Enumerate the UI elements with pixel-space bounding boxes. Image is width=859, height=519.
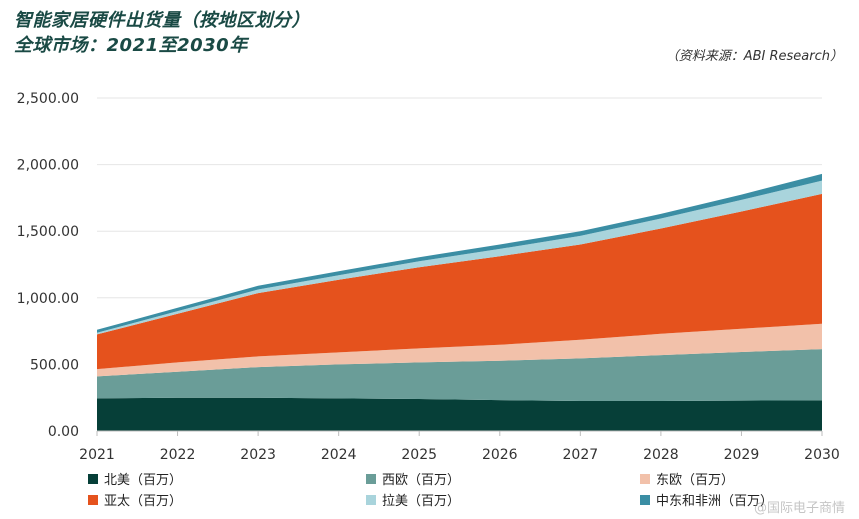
area-series-1 xyxy=(97,349,822,401)
chart-subtitle: 全球市场：2021至2030年 xyxy=(14,35,248,56)
area-series-2 xyxy=(97,323,822,377)
area-series-0 xyxy=(97,397,822,431)
source-note: （资料来源：ABI Research） xyxy=(665,49,843,64)
y-tick-label: 0.00 xyxy=(48,424,79,440)
y-tick-label: 2,000.00 xyxy=(17,158,79,174)
x-tick-label: 2030 xyxy=(804,447,840,463)
legend-label: 中东和非洲（百万） xyxy=(656,494,774,509)
legend-label: 拉美（百万） xyxy=(382,494,461,509)
chart-title: 智能家居硬件出货量（按地区划分） xyxy=(14,10,310,31)
legend-swatch xyxy=(640,494,650,505)
x-tick-label: 2022 xyxy=(160,447,196,463)
legend-item: 东欧（百万） xyxy=(640,469,734,488)
x-tick-label: 2021 xyxy=(79,447,115,463)
legend-swatch xyxy=(88,473,98,484)
x-tick-label: 2029 xyxy=(724,447,760,463)
legend-item: 西欧（百万） xyxy=(366,469,460,488)
x-tick-label: 2024 xyxy=(321,447,357,463)
legend-item: 北美（百万） xyxy=(88,469,182,488)
x-tick-label: 2025 xyxy=(401,447,437,463)
x-tick-label: 2027 xyxy=(563,447,599,463)
y-tick-label: 1,500.00 xyxy=(17,224,79,240)
area-series-5 xyxy=(97,173,822,333)
y-tick-label: 2,500.00 xyxy=(17,91,79,107)
watermark: @国际电子商情 xyxy=(753,501,845,516)
area-series xyxy=(97,173,822,431)
legend-swatch xyxy=(366,473,376,484)
legend-swatch xyxy=(640,473,650,484)
legend-item: 亚太（百万） xyxy=(88,490,182,509)
x-tick-label: 2026 xyxy=(482,447,518,463)
area-series-4 xyxy=(97,180,822,335)
legend-swatch xyxy=(88,494,98,505)
x-tick-label: 2028 xyxy=(643,447,679,463)
legend-label: 东欧（百万） xyxy=(656,473,735,488)
legend-item: 拉美（百万） xyxy=(366,490,460,509)
legend-label: 北美（百万） xyxy=(104,473,183,488)
legend-label: 亚太（百万） xyxy=(104,494,183,509)
legend-swatch xyxy=(366,494,376,505)
legend-item: 中东和非洲（百万） xyxy=(640,490,773,509)
axes: 0.00 500.00 1,000.00 1,500.00 2,000.00 2,500.… xyxy=(17,91,840,463)
x-tick-label: 2023 xyxy=(240,447,276,463)
area-series-3 xyxy=(97,193,822,370)
legend-label: 西欧（百万） xyxy=(382,473,461,488)
y-tick-label: 500.00 xyxy=(30,357,79,373)
y-tick-label: 1,000.00 xyxy=(17,291,79,307)
